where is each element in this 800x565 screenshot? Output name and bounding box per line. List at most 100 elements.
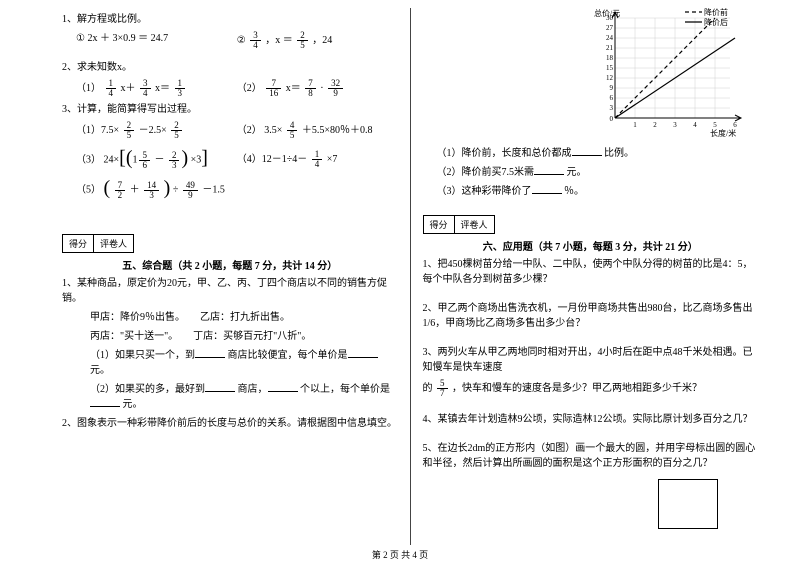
q1-b-mid: ，x ＝: [265, 35, 293, 46]
paren-o2: (: [104, 178, 111, 198]
x-axis-label: 长度/米: [710, 128, 736, 138]
frac-49-9: 499: [183, 181, 198, 200]
p1-l5d: 元。: [123, 399, 143, 410]
cq-c2: ％。: [564, 186, 584, 197]
frac-14-3: 143: [144, 181, 159, 200]
frac-32-9: 329: [328, 79, 343, 98]
cq-a2: 比例。: [604, 148, 634, 159]
q1-a: ① 2x ＋ 3×0.9 ＝ 24.7: [76, 31, 237, 50]
section-5-title: 五、综合题（共 2 小题，每题 7 分，共计 14 分）: [62, 257, 398, 272]
svg-text:2: 2: [653, 121, 657, 129]
q3-r1b-body: 3.5×: [264, 125, 282, 136]
svg-text:3: 3: [610, 104, 614, 112]
frac-7-2: 72: [115, 181, 126, 200]
p1-l5b: 商店，: [238, 384, 268, 395]
q2-items: （1） 14 x＋ 34 x＝ 13 （2） 716 x＝ 78 · 329: [62, 79, 398, 98]
app-q5: 5、在边长2dm的正方形内（如图）画一个最大的圆，并用字母标出圆的圆心和半径，然…: [423, 441, 759, 471]
chart-q1: （1）降价前，长度和总价都成 比例。: [423, 146, 759, 161]
frac-3-4: 34: [250, 31, 261, 50]
answer-box[interactable]: [658, 479, 718, 529]
app-q3a: 3、两列火车从甲乙两地同时相对开出，4小时后在距中点48千米处相遇。已知慢车是快…: [423, 345, 759, 375]
svg-text:0: 0: [610, 115, 614, 123]
frac-3-4b: 34: [140, 79, 151, 98]
q3-r2: （3） 24×[(156 － 23) ×3] （4）12－1÷4－ 14 ×7: [62, 150, 398, 170]
p1-l4b: 商店比较便宜，每个单价是: [228, 350, 348, 361]
blank[interactable]: [90, 397, 120, 407]
svg-text:9: 9: [610, 84, 614, 92]
q3-r1b-lead: （2）: [237, 125, 262, 136]
svg-text:15: 15: [606, 64, 614, 72]
frac-2-5: 25: [297, 31, 308, 50]
q3-title: 3、计算，能简算得写出过程。: [62, 102, 398, 117]
q3-r1b-tail: ＋5.5×80％＋0.8: [302, 125, 373, 136]
frac-5-6: 56: [139, 151, 150, 170]
chart-svg: 降价前 降价后 302724 211815 1296 30 123 456 总价…: [590, 8, 750, 138]
left-column: 1、解方程或比例。 ① 2x ＋ 3×0.9 ＝ 24.7 ② 34 ，x ＝ …: [50, 8, 411, 545]
p1-l1: 1、某种商品，原定价为20元，甲、乙、丙、丁四个商店以不同的销售方促销。: [62, 276, 398, 306]
svg-text:27: 27: [606, 24, 614, 32]
blank[interactable]: [348, 348, 378, 358]
p1-l5: （2）如果买的多，最好到 商店， 个以上，每个单价是 元。: [62, 382, 398, 412]
q3-r2a: （3） 24×[(156 － 23) ×3]: [76, 150, 237, 170]
svg-text:18: 18: [606, 54, 614, 62]
app-q3b-lead: 的: [423, 383, 433, 394]
q2-b: （2） 716 x＝ 78 · 329: [237, 79, 398, 98]
p1-l4a: （1）如果只买一个，到: [90, 350, 195, 361]
q1-items: ① 2x ＋ 3×0.9 ＝ 24.7 ② 34 ，x ＝ 25 ，24: [62, 31, 398, 50]
q2-title: 2、求未知数x。: [62, 60, 398, 75]
score-row-5: 得分 评卷人: [62, 228, 398, 255]
q2-a: （1） 14 x＋ 34 x＝ 13: [76, 79, 237, 98]
q3-r2a-tail: ×3: [191, 154, 202, 165]
page: 1、解方程或比例。 ① 2x ＋ 3×0.9 ＝ 24.7 ② 34 ，x ＝ …: [0, 0, 800, 545]
blank[interactable]: [532, 184, 562, 194]
blank[interactable]: [534, 165, 564, 175]
svg-text:1: 1: [633, 121, 637, 129]
q3-r3: （5） ( 72 ＋ 143 ) ÷ 499 －1.5: [62, 180, 398, 200]
chart-q2: （2）降价前买7.5米需 元。: [423, 165, 759, 180]
q3-r1a-mid: －2.5×: [139, 125, 167, 136]
frac-1-4: 14: [106, 79, 117, 98]
frac-4-5: 45: [287, 121, 298, 140]
svg-text:12: 12: [606, 74, 614, 82]
svg-text:21: 21: [606, 44, 614, 52]
frac-1-3: 13: [175, 79, 186, 98]
q3-r1a: （1）7.5× 25 －2.5× 25: [76, 121, 237, 140]
svg-text:6: 6: [610, 94, 614, 102]
blank[interactable]: [205, 382, 235, 392]
score-a-6: 得分: [424, 216, 455, 233]
q2-b-lead: （2）: [237, 83, 262, 94]
q3-r2b-lead: （4）12－1÷4－: [237, 154, 308, 165]
q3-r2b-tail: ×7: [327, 154, 338, 165]
q1-b-lead: ②: [237, 35, 246, 46]
frac-2-5b: 25: [124, 121, 135, 140]
score-row-6: 得分 评卷人: [423, 209, 759, 236]
blank[interactable]: [572, 146, 602, 156]
p1-l2: 甲店：降价9％出售。 乙店：打九折出售。: [62, 310, 398, 325]
score-a: 得分: [63, 235, 94, 252]
q3-r3-lead: （5）: [76, 184, 101, 195]
cq-c1: （3）这种彩带降价了: [437, 186, 532, 197]
q1-title: 1、解方程或比例。: [62, 12, 398, 27]
frac-7-16: 716: [266, 79, 281, 98]
q3-r2a-pre: 24×: [104, 154, 120, 165]
blank[interactable]: [268, 382, 298, 392]
paren-c2: ): [164, 178, 171, 198]
paren-close: ): [181, 148, 188, 168]
score-box-6: 得分 评卷人: [423, 215, 495, 234]
q3-r1a-lead: （1）7.5×: [76, 125, 119, 136]
q3-r1: （1）7.5× 25 －2.5× 25 （2） 3.5× 45 ＋5.5×80％…: [62, 121, 398, 140]
app-q4: 4、某镇去年计划造林9公顷，实际造林12公顷。实际比原计划多百分之几？: [423, 412, 759, 427]
frac-5-7: 57: [437, 379, 448, 398]
svg-text:5: 5: [713, 121, 717, 129]
svg-text:6: 6: [733, 121, 737, 129]
app-q2: 2、甲乙两个商场出售洗衣机，一月份甲商场共售出980台，比乙商场多售出1/6，甲…: [423, 301, 759, 331]
blank[interactable]: [195, 348, 225, 358]
p1-l5a: （2）如果买的多，最好到: [90, 384, 205, 395]
svg-text:3: 3: [673, 121, 677, 129]
legend-before: 降价前: [704, 8, 728, 17]
frac-7-8: 78: [305, 79, 316, 98]
frac-2-3: 23: [169, 151, 180, 170]
score-b: 评卷人: [94, 235, 133, 252]
svg-text:24: 24: [606, 34, 614, 42]
app-q3c: ，快车和慢车的速度各是多少？甲乙两地相距多少千米？: [452, 383, 702, 394]
